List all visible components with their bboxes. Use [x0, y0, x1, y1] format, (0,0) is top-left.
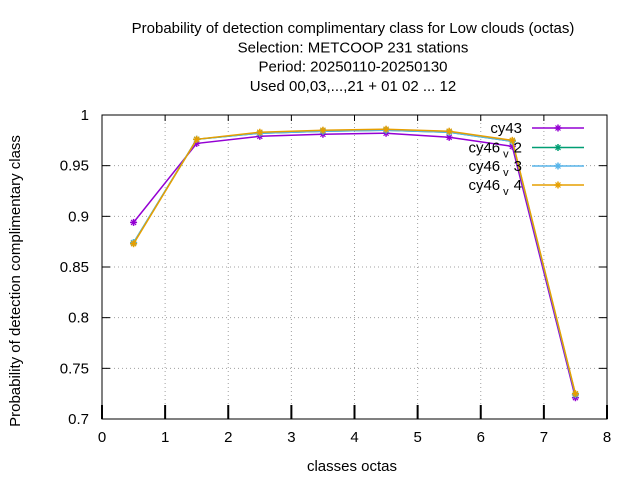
grid-lines	[102, 115, 607, 419]
y-tick-label: 0.85	[60, 259, 89, 276]
x-tick-label: 1	[161, 429, 169, 446]
x-tick-labels: 0 1 2 3 4 5 6 7 8	[98, 429, 611, 446]
x-tick-label: 0	[98, 429, 106, 446]
data-point	[382, 125, 390, 133]
y-tick-label: 1	[81, 107, 89, 124]
data-point	[445, 133, 453, 141]
title-line-4: Used 00,03,...,21 + 01 02 ... 12	[250, 78, 456, 95]
series-line-cy46_v4	[132, 128, 577, 394]
plot-frame	[101, 114, 608, 420]
title-line-1: Probability of detection complimentary c…	[132, 20, 575, 37]
title-line-2: Selection: METCOOP 231 stations	[238, 39, 469, 56]
data-point	[256, 128, 264, 136]
y-tick-label: 0.8	[68, 310, 89, 327]
series-lines	[130, 125, 579, 402]
y-tick-label: 0.7	[68, 411, 89, 428]
data-point	[508, 136, 516, 144]
data-point	[193, 135, 201, 143]
y-tick-labels: 0.7 0.75 0.8 0.85 0.9 0.95 1	[60, 107, 89, 428]
legend-label: cy46 v 2	[468, 140, 522, 161]
legend-item-cy46_v2: cy46 v 2	[468, 140, 584, 161]
legend-label: cy46 v 4	[468, 177, 522, 198]
data-point	[319, 126, 327, 134]
legend-label: cy46 v 3	[468, 158, 522, 179]
data-point	[571, 390, 579, 398]
y-tick-label: 0.95	[60, 158, 89, 175]
x-tick-label: 2	[224, 429, 232, 446]
title-line-3: Period: 20250110-20250130	[258, 59, 447, 76]
x-tick-label: 8	[603, 429, 611, 446]
x-tick-label: 7	[540, 429, 548, 446]
y-tick-label: 0.9	[68, 208, 89, 225]
legend-label: cy43	[490, 120, 522, 137]
legend-item-cy46_v4: cy46 v 4	[468, 177, 584, 198]
x-tick-label: 3	[287, 429, 295, 446]
legend-item-cy46_v3: cy46 v 3	[468, 158, 584, 179]
data-point	[130, 240, 138, 248]
series-cy46_v4	[130, 125, 579, 398]
series-line-cy43	[133, 132, 577, 398]
x-tick-label: 6	[477, 429, 485, 446]
x-axis-label: classes octas	[307, 458, 397, 475]
series-cy43	[130, 129, 579, 402]
legend-item-cy43: cy43	[490, 120, 584, 137]
y-axis-label: Probability of detection complimentary c…	[7, 135, 24, 427]
chart-title: Probability of detection complimentary c…	[132, 20, 575, 95]
data-point	[130, 218, 138, 226]
x-tick-label: 5	[413, 429, 421, 446]
y-tick-label: 0.75	[60, 360, 89, 377]
data-point	[445, 127, 453, 135]
x-tick-label: 4	[350, 429, 358, 446]
